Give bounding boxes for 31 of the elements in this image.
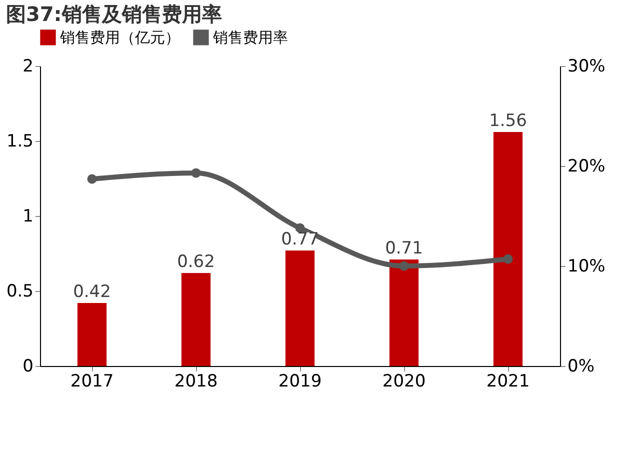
legend-label: 销售费用率 [212, 28, 288, 46]
y2-tick-label: 10% [568, 256, 606, 276]
x-tick-label: 2019 [278, 372, 322, 392]
y2-tick-label: 20% [568, 156, 606, 176]
y-tick-label: 2 [22, 56, 34, 76]
chart-title: 图37:销售及销售费用率 [6, 2, 222, 26]
point [87, 174, 97, 184]
data-label: 0.42 [73, 282, 111, 302]
x-tick-label: 2020 [382, 372, 426, 392]
bar [493, 132, 523, 366]
y2-tick-label: 0% [568, 356, 594, 376]
y-tick-label: 1 [22, 206, 34, 226]
point [191, 168, 201, 178]
data-label: 0.62 [177, 252, 215, 272]
bar [285, 250, 315, 366]
point [399, 261, 409, 271]
y-tick-label: 0 [22, 356, 34, 376]
x-tick-label: 2017 [70, 372, 114, 392]
y-tick-label: 0.5 [6, 282, 34, 302]
data-label: 1.56 [489, 111, 527, 131]
y2-tick-label: 30% [568, 56, 606, 76]
bar [389, 260, 419, 366]
point [503, 254, 513, 264]
bar [181, 273, 211, 366]
y-tick-label: 1.5 [6, 132, 34, 152]
data-label: 0.77 [281, 230, 319, 250]
bar [77, 303, 107, 366]
legend-label: 销售费用（亿元） [59, 28, 180, 46]
x-tick-label: 2021 [486, 372, 530, 392]
x-tick-label: 2018 [174, 372, 218, 392]
data-label: 0.71 [385, 238, 423, 258]
